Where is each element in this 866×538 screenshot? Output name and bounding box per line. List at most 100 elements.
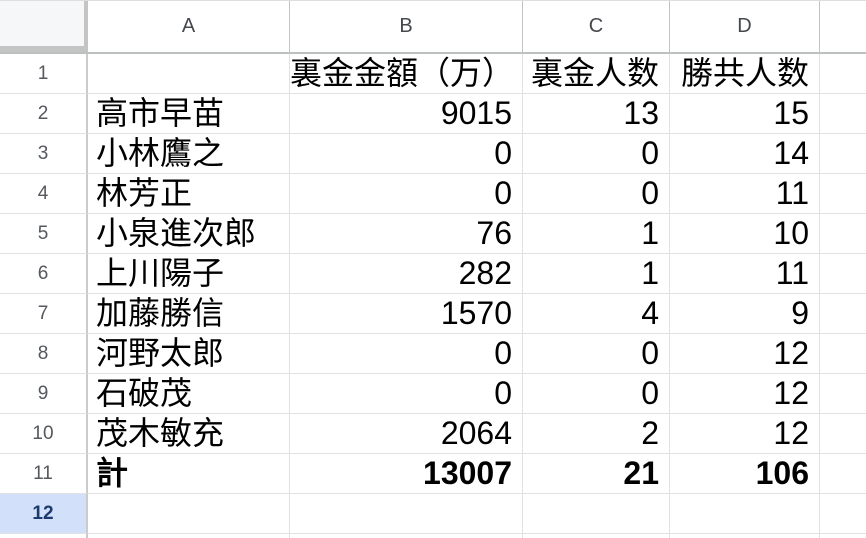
row-header[interactable]: 2	[0, 94, 88, 134]
cell[interactable]	[820, 174, 866, 214]
cell[interactable]	[523, 494, 670, 534]
cell[interactable]	[820, 254, 866, 294]
cell[interactable]: 12	[670, 414, 820, 454]
cell[interactable]: 上川陽子	[88, 254, 290, 294]
row-header[interactable]: 6	[0, 254, 88, 294]
row-header[interactable]: 12	[0, 494, 88, 534]
cell[interactable]	[820, 454, 866, 494]
cell[interactable]: 14	[670, 134, 820, 174]
table-row: 8 河野太郎 0 0 12	[0, 334, 866, 374]
cell[interactable]: 林芳正	[88, 174, 290, 214]
cell[interactable]: 小林鷹之	[88, 134, 290, 174]
column-header-row: A B C D	[0, 1, 866, 54]
cell[interactable]: 12	[670, 334, 820, 374]
cell[interactable]: 106	[670, 454, 820, 494]
cell[interactable]: 282	[290, 254, 523, 294]
cell[interactable]: 9	[670, 294, 820, 334]
cell[interactable]: 0	[290, 174, 523, 214]
cell	[523, 534, 670, 538]
cell[interactable]: 2064	[290, 414, 523, 454]
cell[interactable]: 13	[523, 94, 670, 134]
cell[interactable]: 15	[670, 94, 820, 134]
cell[interactable]: 勝共人数	[670, 54, 820, 94]
cell[interactable]: 裏金人数	[523, 54, 670, 94]
table-row: 6 上川陽子 282 1 11	[0, 254, 866, 294]
cell[interactable]	[820, 214, 866, 254]
row-header[interactable]: 5	[0, 214, 88, 254]
cell[interactable]	[88, 494, 290, 534]
cell[interactable]	[88, 54, 290, 94]
row-header[interactable]: 11	[0, 454, 88, 494]
cell[interactable]	[820, 334, 866, 374]
row-header[interactable]: 9	[0, 374, 88, 414]
cell[interactable]: 13007	[290, 454, 523, 494]
row-header[interactable]: 10	[0, 414, 88, 454]
table-row: 4 林芳正 0 0 11	[0, 174, 866, 214]
table-row: 10 茂木敏充 2064 2 12	[0, 414, 866, 454]
cell[interactable]: 1	[523, 214, 670, 254]
cell[interactable]: 12	[670, 374, 820, 414]
cell[interactable]	[820, 374, 866, 414]
column-header-b[interactable]: B	[290, 1, 523, 52]
sheet-body: 1 裏金金額（万） 裏金人数 勝共人数 2 高市早苗 9015 13 15 3 …	[0, 54, 866, 534]
cell[interactable]: 76	[290, 214, 523, 254]
cell[interactable]: 1	[523, 254, 670, 294]
cell[interactable]: 加藤勝信	[88, 294, 290, 334]
cell[interactable]	[290, 494, 523, 534]
cell[interactable]: 0	[523, 134, 670, 174]
cell	[290, 534, 523, 538]
cell[interactable]: 計	[88, 454, 290, 494]
table-row: 12	[0, 494, 866, 534]
table-row: 7 加藤勝信 1570 4 9	[0, 294, 866, 334]
cell[interactable]: 21	[523, 454, 670, 494]
table-row: 2 高市早苗 9015 13 15	[0, 94, 866, 134]
cell[interactable]: 2	[523, 414, 670, 454]
cell[interactable]: 0	[523, 334, 670, 374]
row-header[interactable]: 8	[0, 334, 88, 374]
cell[interactable]: 0	[523, 174, 670, 214]
cell[interactable]: 1570	[290, 294, 523, 334]
column-header-c[interactable]: C	[523, 1, 670, 52]
table-row: 9 石破茂 0 0 12	[0, 374, 866, 414]
cell	[670, 534, 820, 538]
column-header-d[interactable]: D	[670, 1, 820, 52]
cell[interactable]	[820, 54, 866, 94]
row-header[interactable]: 4	[0, 174, 88, 214]
cell[interactable]	[670, 494, 820, 534]
cell[interactable]: 10	[670, 214, 820, 254]
cell[interactable]: 裏金金額（万）	[290, 54, 523, 94]
select-all-corner[interactable]	[0, 1, 88, 52]
table-row: 11 計 13007 21 106	[0, 454, 866, 494]
column-header-e-partial[interactable]	[820, 1, 866, 52]
cell[interactable]: 11	[670, 174, 820, 214]
cell[interactable]	[820, 494, 866, 534]
cell[interactable]: 11	[670, 254, 820, 294]
cell	[88, 534, 290, 538]
cell[interactable]: 0	[290, 334, 523, 374]
cell[interactable]: 河野太郎	[88, 334, 290, 374]
table-row: 1 裏金金額（万） 裏金人数 勝共人数	[0, 54, 866, 94]
row-header[interactable]: 1	[0, 54, 88, 94]
row-header[interactable]: 7	[0, 294, 88, 334]
cell	[820, 534, 866, 538]
cell[interactable]: 小泉進次郎	[88, 214, 290, 254]
cell[interactable]: 石破茂	[88, 374, 290, 414]
cell[interactable]: 0	[290, 134, 523, 174]
column-header-a[interactable]: A	[88, 1, 290, 52]
table-row: 5 小泉進次郎 76 1 10	[0, 214, 866, 254]
table-row: 3 小林鷹之 0 0 14	[0, 134, 866, 174]
cell[interactable]: 0	[523, 374, 670, 414]
cell[interactable]	[820, 134, 866, 174]
cell[interactable]	[820, 94, 866, 134]
partial-row-13	[0, 534, 866, 538]
cell[interactable]	[820, 414, 866, 454]
cell[interactable]: 4	[523, 294, 670, 334]
cell[interactable]	[820, 294, 866, 334]
cell[interactable]: 茂木敏充	[88, 414, 290, 454]
cell[interactable]: 高市早苗	[88, 94, 290, 134]
cell[interactable]: 9015	[290, 94, 523, 134]
cell[interactable]: 0	[290, 374, 523, 414]
row-header	[0, 534, 88, 538]
row-header[interactable]: 3	[0, 134, 88, 174]
